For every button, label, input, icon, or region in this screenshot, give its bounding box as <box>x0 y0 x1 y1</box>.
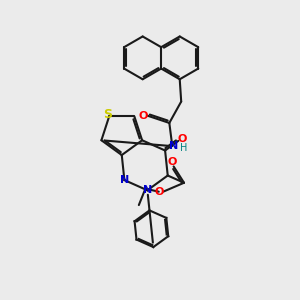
Text: O: O <box>154 187 164 197</box>
Text: H: H <box>181 142 188 153</box>
Text: N: N <box>143 185 152 195</box>
Text: N: N <box>169 141 178 151</box>
Text: O: O <box>178 134 187 144</box>
Text: S: S <box>103 108 112 122</box>
Text: N: N <box>120 175 129 185</box>
Text: O: O <box>139 110 148 121</box>
Text: O: O <box>167 157 177 167</box>
